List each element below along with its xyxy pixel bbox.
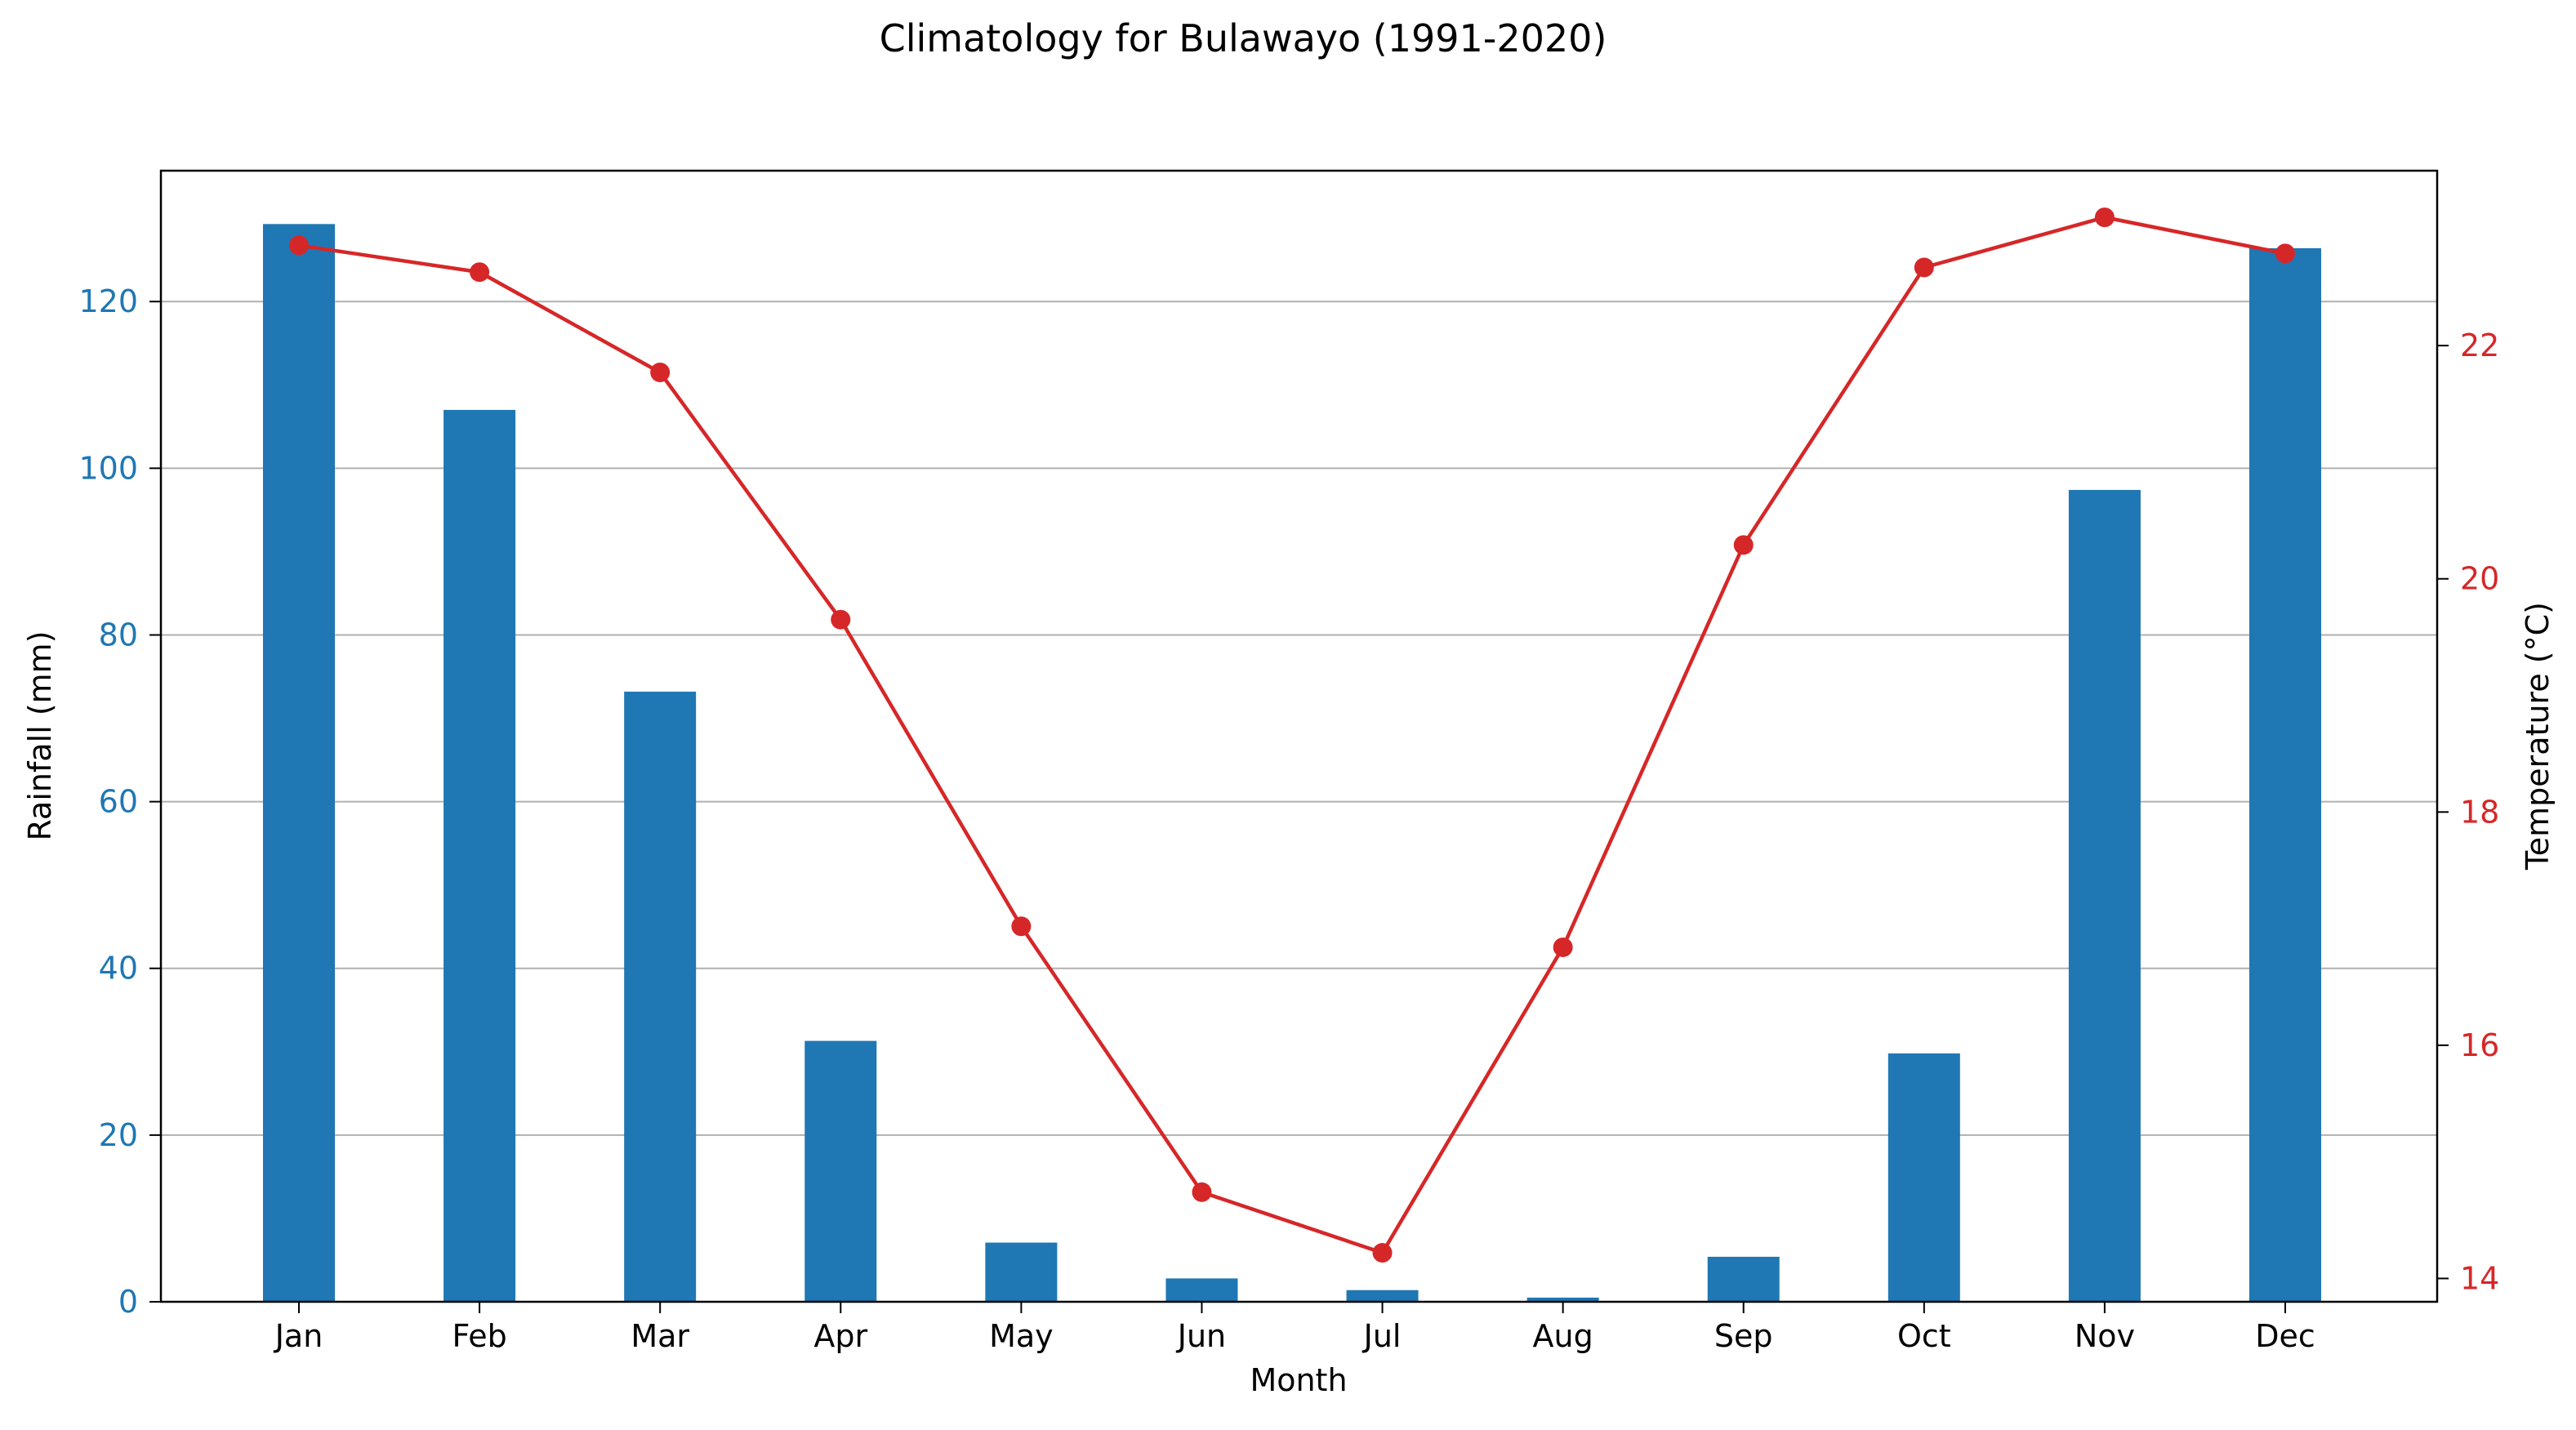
x-tick-label: Nov: [2075, 1318, 2135, 1354]
rainfall-bars: [263, 224, 2321, 1302]
right-y-axis-label: Temperature (°C): [2520, 602, 2556, 871]
rainfall-bar: [985, 1242, 1058, 1302]
left-y-tick-label: 60: [99, 784, 138, 820]
temperature-point: [831, 609, 851, 630]
temperature-point: [1733, 535, 1754, 555]
left-y-axis-label: Rainfall (mm): [22, 630, 58, 840]
x-tick-label: May: [989, 1318, 1054, 1354]
rainfall-bar: [1346, 1290, 1419, 1302]
x-axis-ticks: Jan Feb Mar Apr May Jun Jul Aug Sep Oct Nov Dec: [274, 1302, 2315, 1354]
temperature-point: [2275, 243, 2295, 264]
x-tick-label: Jun: [1176, 1318, 1226, 1354]
left-y-tick-label: 20: [99, 1117, 138, 1153]
x-tick-label: Aug: [1533, 1318, 1593, 1354]
left-y-tick-label: 80: [99, 617, 138, 653]
left-y-tick-label: 120: [78, 283, 138, 319]
right-y-axis-ticks: 14 16 18 20 22: [2437, 327, 2499, 1296]
temperature-point: [1553, 937, 1573, 957]
x-tick-label: Feb: [452, 1318, 506, 1354]
left-y-tick-label: 40: [99, 951, 138, 987]
rainfall-bar: [1707, 1256, 1780, 1302]
rainfall-bar: [443, 409, 516, 1302]
temperature-point: [1914, 257, 1934, 278]
temperature-point: [289, 235, 309, 256]
right-y-tick-label: 20: [2460, 561, 2499, 597]
x-tick-label: Sep: [1714, 1318, 1773, 1354]
rainfall-bar: [263, 224, 335, 1302]
x-tick-label: Oct: [1897, 1318, 1951, 1354]
rainfall-bar: [624, 691, 697, 1302]
gridlines: [161, 301, 2437, 1136]
temperature-point: [1011, 916, 1032, 937]
temperature-point: [650, 363, 671, 383]
right-y-tick-label: 14: [2460, 1260, 2499, 1296]
left-y-tick-label: 0: [118, 1284, 138, 1320]
temperature-polyline: [298, 215, 2286, 1255]
right-y-tick-label: 16: [2460, 1027, 2499, 1063]
temperature-point: [470, 262, 490, 283]
right-y-tick-label: 22: [2460, 327, 2499, 363]
temperature-line: [289, 207, 2295, 1263]
x-axis-label: Month: [1250, 1362, 1347, 1398]
temperature-point: [2094, 207, 2115, 228]
left-y-tick-label: 100: [78, 450, 138, 486]
temperature-point: [1192, 1182, 1212, 1202]
chart-title: Climatology for Bulawayo (1991-2020): [880, 16, 1607, 60]
x-tick-label: Apr: [813, 1318, 867, 1354]
x-tick-label: Jan: [274, 1318, 323, 1354]
rainfall-bar: [2249, 247, 2321, 1302]
rainfall-bar: [2068, 489, 2141, 1302]
rainfall-bar: [1165, 1278, 1238, 1302]
rainfall-bar: [804, 1040, 877, 1302]
temperature-point: [1372, 1243, 1393, 1263]
rainfall-bar: [1526, 1297, 1599, 1302]
right-y-tick-label: 18: [2460, 794, 2499, 830]
x-tick-label: Dec: [2255, 1318, 2315, 1354]
x-tick-label: Jul: [1362, 1318, 1402, 1354]
left-y-axis-ticks: 0 20 40 60 80 100 120: [78, 283, 161, 1320]
plot-frame: [159, 169, 2439, 1303]
x-tick-label: Mar: [631, 1318, 689, 1354]
rainfall-bar: [1887, 1053, 1960, 1302]
